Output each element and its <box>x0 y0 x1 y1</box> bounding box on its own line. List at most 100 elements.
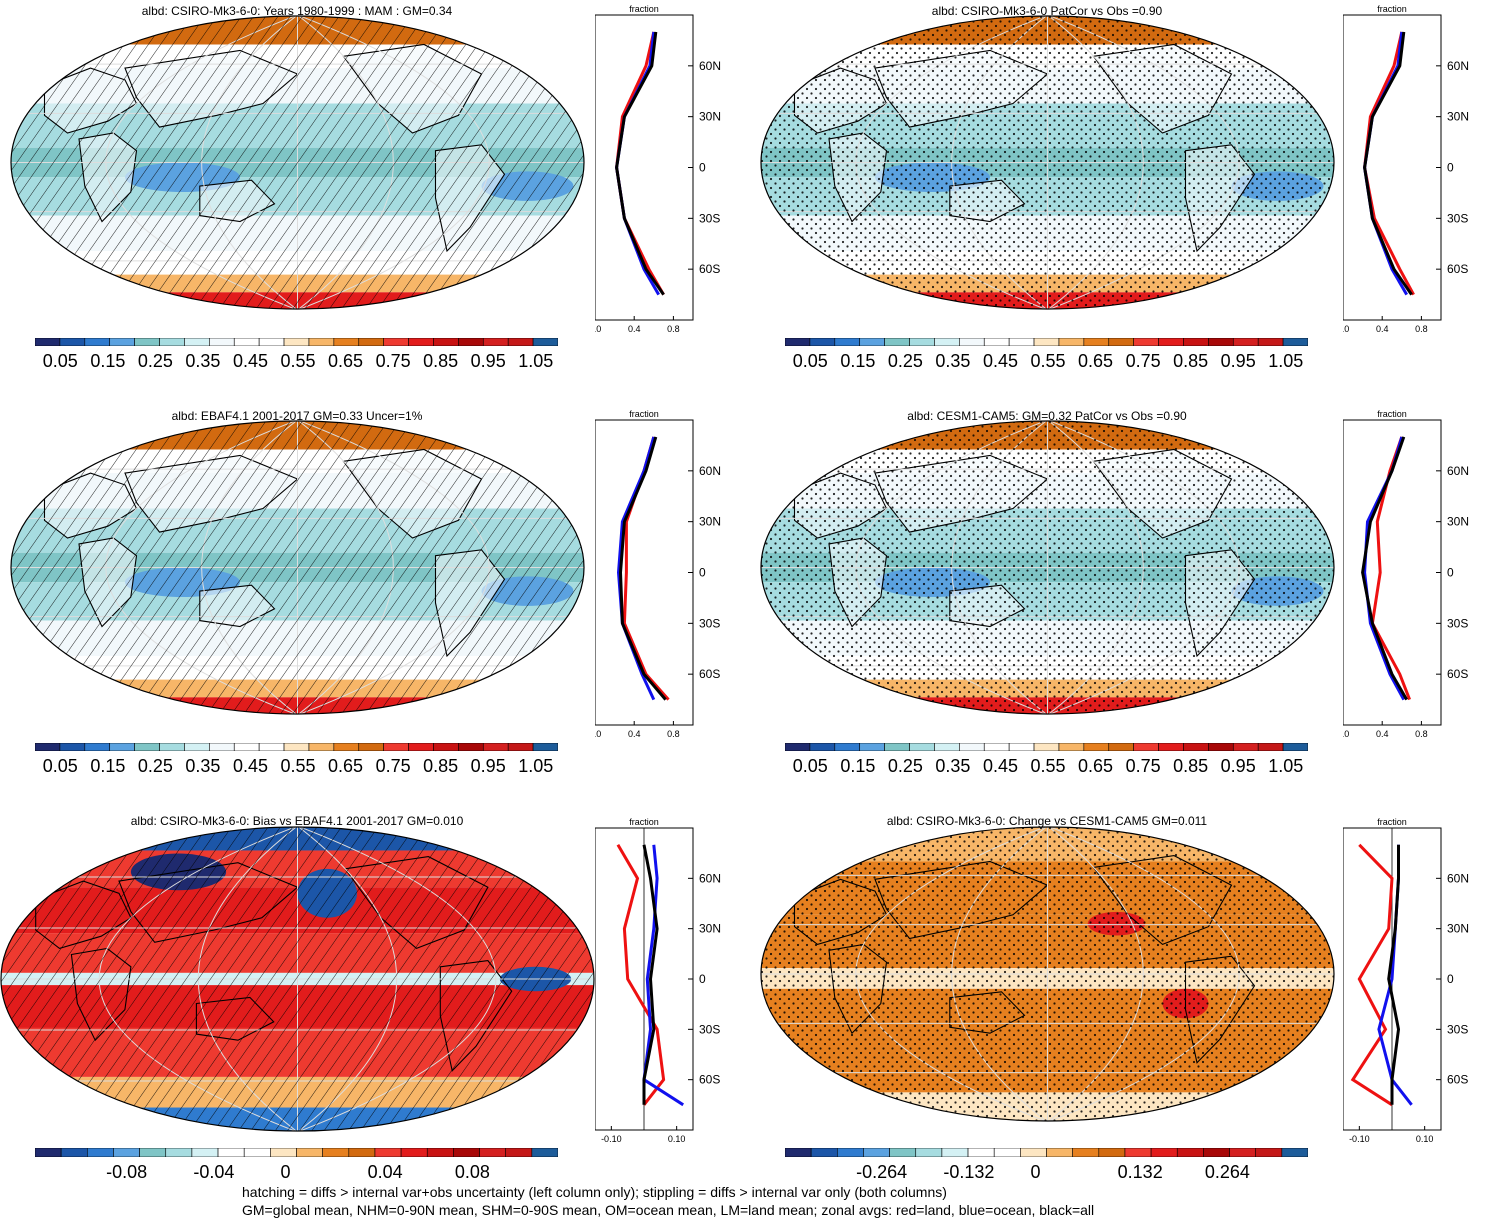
colorbar-labels: 0.05 0.15 0.25 0.35 0.45 0.55 0.65 0.75 0.85 0.95… <box>775 351 1318 375</box>
colorbar-swatch <box>84 743 111 751</box>
zonal-lat-label: 0 <box>699 972 706 986</box>
colorbar-swatch <box>809 338 836 346</box>
zonal-line-all <box>1387 844 1401 1105</box>
colorbar-swatch <box>889 1148 917 1157</box>
footer-line-1: hatching = diffs > internal var+obs unce… <box>242 1184 947 1200</box>
colorbar-swatch <box>1108 743 1134 751</box>
colorbar-swatch <box>1058 743 1085 751</box>
colorbar-p2 <box>785 338 1308 346</box>
colorbar-tick-label: 0.25 <box>137 756 173 776</box>
colorbar-swatch <box>809 743 836 751</box>
colorbar-tick-label: 0.05 <box>792 351 828 371</box>
colorbar-swatch <box>408 743 434 751</box>
colorbar-swatch <box>35 338 61 346</box>
zonal-title: fraction <box>1377 4 1407 14</box>
zonal-line-land <box>1350 843 1394 1107</box>
colorbar-tick-label: 1.05 <box>1268 351 1304 371</box>
zonal-line-ocean <box>1363 31 1408 296</box>
colorbar-swatch <box>967 1148 995 1157</box>
colorbar-swatch <box>258 743 285 751</box>
colorbar-swatch <box>1183 338 1209 346</box>
colorbar-swatch <box>1203 1148 1230 1157</box>
colorbar-labels: 0.05 0.15 0.25 0.35 0.45 0.55 0.65 0.75 0.85 0.95… <box>775 756 1318 780</box>
colorbar-tick-label: 0.15 <box>90 756 126 776</box>
colorbar-swatch <box>283 743 310 751</box>
colorbar-swatch <box>1058 338 1085 346</box>
colorbar-swatch <box>243 1148 271 1157</box>
colorbar-swatch <box>453 1148 480 1157</box>
zonal-lat-label: 30N <box>699 515 721 529</box>
colorbar-tick-label: 0.65 <box>1078 351 1114 371</box>
colorbar-swatch <box>785 743 811 751</box>
colorbar-tick-label: 0.45 <box>982 351 1018 371</box>
colorbar-tick-label: 0.95 <box>1220 756 1256 776</box>
colorbar-swatch <box>909 743 935 751</box>
colorbar-swatch <box>1232 338 1259 346</box>
colorbar-swatch <box>1208 743 1234 751</box>
colorbar-swatch <box>1282 743 1308 751</box>
colorbar-tick-label: 0.15 <box>90 351 126 371</box>
panel-title: albd: EBAF4.1 2001-2017 GM=0.33 Uncer=1% <box>171 409 423 423</box>
colorbar-swatch <box>308 743 335 751</box>
colorbar-swatch <box>1158 338 1184 346</box>
colorbar-tick-label: -0.04 <box>193 1162 235 1182</box>
colorbar-tick-label: 0.08 <box>454 1162 490 1182</box>
map-p5 <box>0 826 595 1132</box>
colorbar-swatch <box>934 743 960 751</box>
colorbar-tick-label: 0.75 <box>1125 756 1161 776</box>
zonal-lat-label: 30N <box>1447 110 1469 124</box>
colorbar-tick-label: 0.55 <box>280 351 316 371</box>
zonal-lat-label: 30S <box>1447 1022 1468 1036</box>
colorbar-swatch <box>59 338 86 346</box>
colorbar-swatch <box>1083 743 1110 751</box>
colorbar-swatch <box>834 743 861 751</box>
colorbar-tick-label: 0.05 <box>792 756 828 776</box>
colorbar-tick-label: 0.65 <box>328 351 364 371</box>
colorbar-swatch <box>532 338 558 346</box>
colorbar-swatch <box>884 338 910 346</box>
zonal-lat-label: 0 <box>1447 972 1454 986</box>
colorbar-swatch <box>258 338 285 346</box>
colorbar-labels: 0.05 0.15 0.25 0.35 0.45 0.55 0.65 0.75 0.85 0.95… <box>25 351 568 375</box>
colorbar-swatch <box>209 743 235 751</box>
zonal-line-ocean <box>616 436 656 701</box>
zonal-line-land <box>616 844 666 1106</box>
colorbar-swatch <box>1208 338 1234 346</box>
colorbar-swatch <box>383 338 409 346</box>
colorbar-tick-label: 0.55 <box>280 756 316 776</box>
zonal-x-label: 0.0 <box>595 324 601 334</box>
map-p2 <box>760 15 1335 310</box>
zonal-lat-label: 60S <box>1447 262 1468 276</box>
colorbar-swatch <box>86 1148 114 1157</box>
colorbar-tick-label: 0.35 <box>185 756 221 776</box>
colorbar-tick-label: 0.35 <box>935 756 971 776</box>
zonal-x-label: 0.0 <box>1343 324 1349 334</box>
colorbar-swatch <box>1158 743 1184 751</box>
colorbar-labels: 0.05 0.15 0.25 0.35 0.45 0.55 0.65 0.75 0.85 0.95… <box>25 756 568 780</box>
colorbar-swatch <box>308 338 335 346</box>
colorbar-swatch <box>1083 338 1110 346</box>
colorbar-p4 <box>785 743 1308 751</box>
colorbar-swatch <box>1098 1148 1126 1157</box>
colorbar-swatch <box>217 1148 245 1157</box>
zonal-lat-label: 60N <box>1447 464 1469 478</box>
colorbar-swatch <box>458 338 484 346</box>
zonal-x-label: 0.8 <box>1415 729 1428 739</box>
colorbar-tick-label: 0.15 <box>840 351 876 371</box>
zonal-lat-label: 0 <box>699 161 706 175</box>
colorbar-tick-label: 0 <box>280 1162 291 1182</box>
zonal-lat-label: 60N <box>1447 871 1469 885</box>
colorbar-swatch <box>433 338 459 346</box>
zonal-lat-label: 30N <box>1447 922 1469 936</box>
colorbar-swatch <box>1257 743 1284 751</box>
colorbar-tick-label: 0.95 <box>470 756 506 776</box>
colorbar-swatch <box>383 743 409 751</box>
colorbar-swatch <box>165 1148 193 1157</box>
colorbar-swatch <box>184 338 210 346</box>
colorbar-swatch <box>1229 1148 1256 1157</box>
colorbar-tick-label: 0.85 <box>1173 351 1209 371</box>
colorbar-swatch <box>35 1148 62 1157</box>
colorbar-tick-label: 0.25 <box>887 756 923 776</box>
zonal-lat-label: 30S <box>1447 616 1468 630</box>
colorbar-swatch <box>531 1148 558 1157</box>
